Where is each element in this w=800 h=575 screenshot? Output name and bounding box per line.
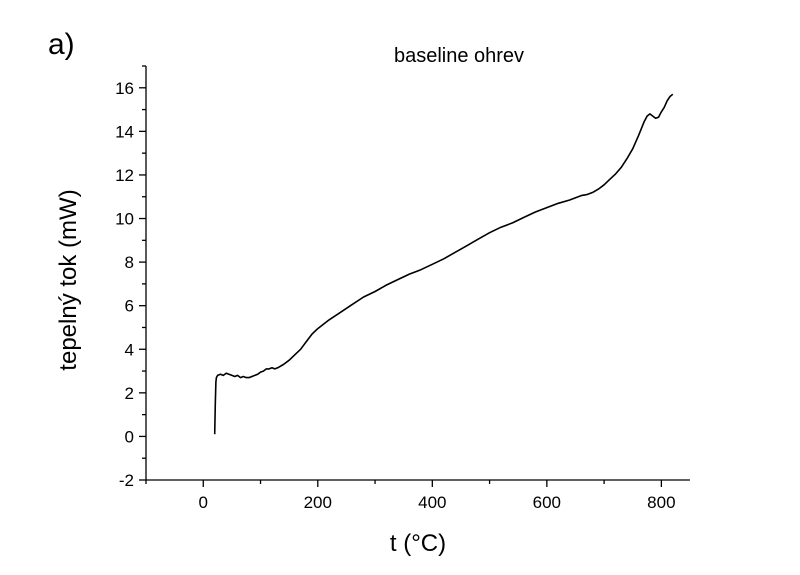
y-axis-label: tepelný tok (mW) xyxy=(55,189,82,370)
y-tick-label: 2 xyxy=(125,384,134,403)
chart-title: baseline ohrev xyxy=(394,45,524,67)
axes xyxy=(145,66,690,481)
x-tick-label: 800 xyxy=(647,493,675,512)
y-tick-label: -2 xyxy=(119,471,134,490)
x-tick-label: 600 xyxy=(533,493,561,512)
panel-label: a) xyxy=(48,28,75,61)
y-tick-label: 16 xyxy=(115,79,134,98)
x-tick-label: 200 xyxy=(304,493,332,512)
y-tick-label: 0 xyxy=(125,427,134,446)
y-tick-label: 10 xyxy=(115,210,134,229)
x-axis-label: t (°C) xyxy=(390,530,446,557)
x-tick-label: 0 xyxy=(199,493,208,512)
y-tick-label: 6 xyxy=(125,297,134,316)
y-tick-label: 4 xyxy=(125,340,134,359)
x-tick-label: 400 xyxy=(418,493,446,512)
y-tick-label: 8 xyxy=(125,253,134,272)
y-tick-label: 14 xyxy=(115,122,134,141)
series-line xyxy=(213,93,674,435)
ticks: 0 200 400 600 800 -2 0 2 4 6 8 10 12 14 16 xyxy=(115,65,676,512)
series-layer xyxy=(213,93,674,435)
y-tick-label: 12 xyxy=(115,166,134,185)
